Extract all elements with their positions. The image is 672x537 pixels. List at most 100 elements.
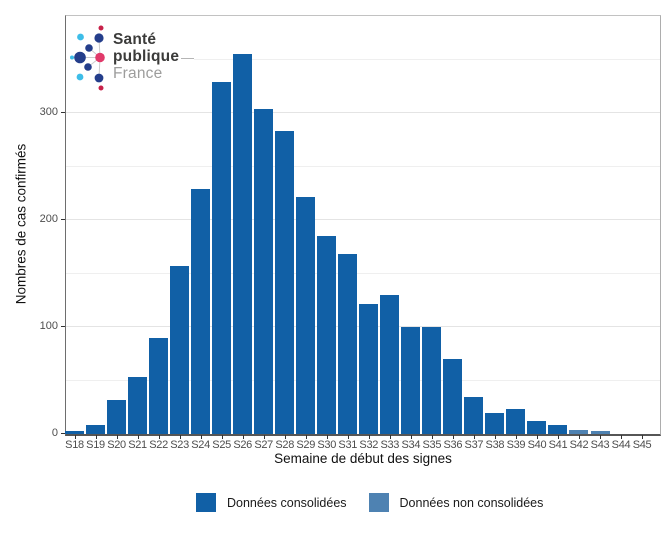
- x-tick-label-S42: S42: [569, 439, 589, 451]
- legend-item-consolidated: Données consolidées: [196, 493, 347, 512]
- x-tick-mark-S39: [515, 435, 517, 439]
- x-tick-label-S25: S25: [212, 439, 231, 451]
- x-tick-label-S35: S35: [422, 439, 442, 451]
- logo-dot-cyan-lower: [76, 73, 84, 81]
- x-tick-mark-S37: [473, 435, 475, 439]
- bar-S38: [485, 412, 505, 434]
- bar-S25: [212, 82, 232, 434]
- bar-S39: [506, 409, 526, 434]
- x-tick-mark-S40: [536, 435, 538, 439]
- bars: [65, 16, 660, 434]
- x-tick-mark-S21: [137, 435, 139, 439]
- x-tick-label-S36: S36: [443, 439, 463, 451]
- y-axis-title: Nombres de cas confirmés: [13, 143, 29, 305]
- x-tick-label-S32: S32: [359, 439, 379, 451]
- logo-rule: [181, 58, 194, 59]
- x-tick-label-S34: S34: [401, 439, 421, 451]
- x-tick-label-S26: S26: [233, 439, 252, 451]
- bar-S32: [359, 303, 379, 434]
- bar-S29: [296, 196, 316, 434]
- y-tick-label-200: 200: [39, 213, 58, 226]
- x-tick-mark-S23: [179, 435, 181, 439]
- logo-dot-navy-upper: [94, 33, 104, 43]
- x-tick-mark-S33: [389, 435, 391, 439]
- x-tick-label-S21: S21: [128, 439, 147, 451]
- logo-dot-crimson-top: [98, 25, 104, 31]
- logo-dot-crimson-bottom: [98, 85, 104, 91]
- legend-swatch-non-consolidated: [368, 493, 389, 512]
- x-tick-label-S43: S43: [590, 439, 610, 451]
- y-tick-mark-300: [61, 112, 65, 114]
- gridline-300: [66, 112, 660, 114]
- logo-line-sante: Santé: [113, 31, 157, 48]
- x-tick-mark-S29: [305, 435, 307, 439]
- bar-S31: [338, 254, 358, 434]
- bar-S43-non-consolidated: [590, 430, 610, 434]
- bar-S33: [380, 295, 400, 434]
- bar-S27: [254, 108, 274, 434]
- x-tick-mark-S22: [158, 435, 160, 439]
- x-tick-mark-S25: [221, 435, 223, 439]
- bar-S37: [464, 396, 484, 434]
- logo-dot-navy-big: [74, 51, 86, 64]
- x-tick-mark-S35: [431, 435, 433, 439]
- bar-S21: [128, 377, 148, 434]
- bar-S22: [149, 337, 169, 434]
- x-tick-mark-S38: [494, 435, 496, 439]
- x-tick-label-S41: S41: [548, 439, 568, 451]
- x-tick-label-S38: S38: [485, 439, 505, 451]
- y-tick-label-100: 100: [39, 320, 58, 333]
- x-tick-label-S19: S19: [86, 439, 105, 451]
- x-tick-mark-S30: [326, 435, 328, 439]
- x-tick-label-S27: S27: [254, 439, 274, 451]
- y-tick-mark-200: [61, 219, 65, 221]
- spf-logo: Santé publique France: [67, 17, 194, 100]
- x-tick-label-S22: S22: [149, 439, 168, 451]
- x-tick-label-S23: S23: [170, 439, 189, 451]
- x-tick-mark-S34: [410, 435, 412, 439]
- x-tick-label-S29: S29: [296, 439, 316, 451]
- x-tick-mark-S27: [263, 435, 265, 439]
- bar-S26: [233, 54, 253, 434]
- x-tick-label-S30: S30: [317, 439, 337, 451]
- x-tick-label-S33: S33: [380, 439, 400, 451]
- logo-line-france: France: [113, 65, 163, 82]
- x-tick-mark-S44: [621, 435, 623, 439]
- x-tick-label-S40: S40: [527, 439, 547, 451]
- bar-S20: [107, 399, 127, 434]
- bar-S19: [86, 425, 106, 434]
- logo-dot-navy-lower: [94, 73, 104, 83]
- x-tick-mark-S19: [95, 435, 97, 439]
- x-tick-mark-S20: [116, 435, 118, 439]
- y-tick-mark-100: [61, 326, 65, 328]
- x-tick-label-S20: S20: [107, 439, 126, 451]
- gridline-250: [66, 165, 660, 167]
- logo-dot-pink-center: [95, 52, 105, 63]
- x-tick-mark-S41: [557, 435, 559, 439]
- x-axis-title: Semaine de début des signes: [274, 451, 452, 466]
- logo-dot-cyan-tiny: [70, 55, 74, 60]
- gridline-150: [66, 272, 660, 274]
- gridline-200: [66, 219, 660, 221]
- bar-S40: [527, 421, 547, 434]
- legend-label-non-consolidated: Données non consolidées: [399, 495, 544, 510]
- x-tick-label-S44: S44: [611, 439, 631, 451]
- x-tick-mark-S42: [578, 435, 580, 439]
- bar-S28: [275, 131, 295, 434]
- logo-dot-cyan-upper: [77, 33, 84, 41]
- bar-S30: [317, 236, 337, 434]
- logo-line-publique: publique: [113, 48, 180, 65]
- bar-S42-non-consolidated: [569, 429, 589, 434]
- x-tick-mark-S26: [242, 435, 244, 439]
- x-tick-label-S45: S45: [632, 439, 652, 451]
- bar-S24: [191, 189, 211, 434]
- x-tick-label-S28: S28: [275, 439, 295, 451]
- plot-panel: Santé publique France: [65, 15, 661, 436]
- x-tick-mark-S18: [74, 435, 76, 439]
- y-tick-mark-0: [61, 433, 65, 434]
- gridline-350: [66, 58, 660, 60]
- x-tick-label-S37: S37: [464, 439, 484, 451]
- legend-item-non-consolidated: Données non consolidées: [368, 493, 544, 512]
- x-tick-mark-S24: [200, 435, 202, 439]
